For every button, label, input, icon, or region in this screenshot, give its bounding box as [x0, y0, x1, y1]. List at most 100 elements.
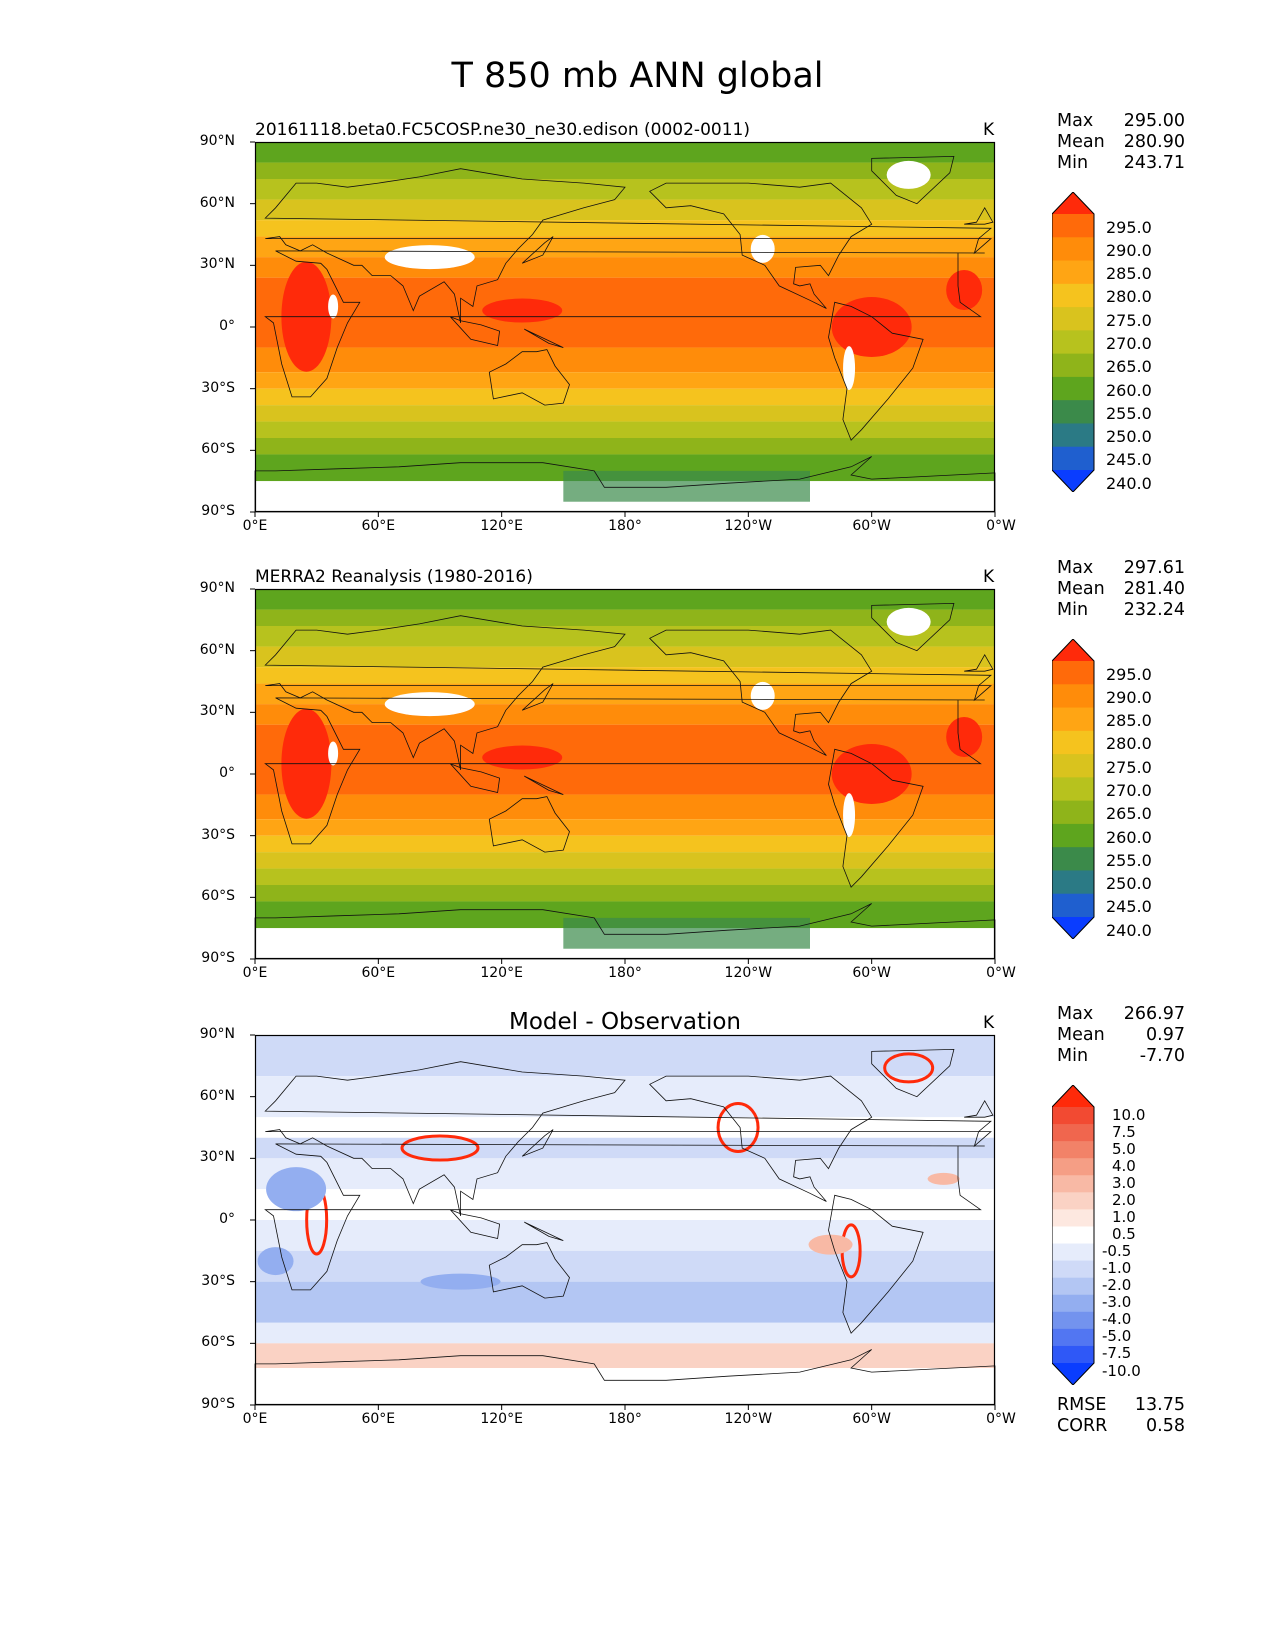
colorbar-label: 4.0: [1112, 1156, 1136, 1175]
stat-max-label: Max: [1057, 558, 1094, 578]
coastline: [649, 1075, 873, 1202]
colorbar-segment: [1052, 847, 1094, 871]
coastline: [521, 683, 554, 711]
panel-1: 20161118.beta0.FC5COSP.ne30_ne30.edison …: [0, 111, 1275, 580]
colorbar-label: -5.0: [1102, 1327, 1132, 1346]
lon-tick-label: 120°E: [480, 518, 523, 534]
map-area: [250, 588, 996, 964]
lat-tick-label: 30°N: [199, 1149, 235, 1166]
lon-tick-label: 60°E: [361, 965, 396, 981]
colorbar-segment: [1052, 307, 1094, 331]
contour-field: [255, 1035, 995, 1405]
rmse-label: RMSE: [1057, 1395, 1107, 1415]
colorbar-label: -0.5: [1102, 1242, 1132, 1261]
lon-tick-label: 60°W: [852, 965, 891, 981]
field-anomaly: [482, 298, 563, 323]
colorbar-label: 245.0: [1106, 897, 1152, 917]
colorbar-segment: [1052, 1260, 1094, 1279]
coastline: [264, 1061, 992, 1216]
map-frame: [254, 1034, 996, 1406]
lat-tick-label: 30°S: [201, 1272, 235, 1289]
lat-tick-label: 90°N: [199, 580, 235, 596]
field-anomaly: [420, 1273, 501, 1290]
colorbar-segment: [1052, 1209, 1094, 1227]
colorbar-segment: [1052, 330, 1094, 355]
lat-tick-label: 60°S: [201, 441, 235, 458]
colorbar-segment: [1052, 283, 1094, 308]
coastline: [450, 1209, 501, 1239]
corr-label: CORR: [1057, 1416, 1108, 1436]
colorbar-segment: [1052, 1243, 1094, 1262]
lat-tick-label: 60°N: [199, 194, 235, 211]
colorbar: [1051, 191, 1102, 493]
lat-tick-label: 0°: [219, 1211, 235, 1227]
colorbar-segment: [1052, 423, 1094, 448]
colorbar-segment: [1052, 1345, 1094, 1364]
coastline: [488, 796, 570, 853]
lon-tick-label: 120°W: [724, 965, 773, 981]
lat-tick-label: 60°N: [199, 641, 235, 658]
field-anomaly: [384, 245, 475, 270]
colorbar-segment: [1052, 730, 1094, 755]
field-anomaly: [328, 294, 339, 319]
colorbar-label: 295.0: [1106, 664, 1152, 684]
colorbar-segment: [1052, 1226, 1094, 1245]
coastline: [964, 1099, 994, 1118]
colorbar-segment: [1052, 1192, 1094, 1210]
panel-2: MERRA2 Reanalysis (1980-2016) K Max 297.61 M…: [0, 558, 1275, 1027]
colorbar-label: -1.0: [1102, 1259, 1132, 1278]
field-anomaly: [843, 793, 856, 838]
coastline: [264, 250, 985, 398]
colorbar-label: 290.0: [1106, 240, 1152, 260]
coastline: [264, 615, 992, 770]
stat-min-value: -7.70: [1139, 1046, 1185, 1066]
colorbar-label: 250.0: [1106, 874, 1152, 894]
colorbar-label: 265.0: [1106, 804, 1152, 824]
coastline: [964, 206, 994, 225]
colorbar-segment: [1052, 1175, 1094, 1193]
colorbar-segment: [1052, 1141, 1094, 1159]
map-area: [250, 1034, 996, 1410]
lon-tick-label: 180°: [608, 1411, 642, 1427]
field-anomaly: [384, 692, 475, 717]
stat-max-value: 297.61: [1123, 558, 1185, 578]
colorbar: [1051, 1084, 1102, 1386]
field-anomaly: [482, 745, 563, 770]
lon-tick-label: 0°W: [986, 965, 1016, 981]
colorbar-label: 260.0: [1106, 827, 1152, 847]
colorbar-label: 280.0: [1106, 734, 1152, 754]
lon-tick-label: 60°E: [361, 1411, 396, 1427]
lat-tick-label: 60°S: [201, 1334, 235, 1351]
colorbar-segment: [1052, 870, 1094, 895]
colorbar-extend-bottom: [1052, 470, 1094, 492]
stat-mean-label: Mean: [1057, 1025, 1105, 1045]
stat-mean-label: Mean: [1057, 132, 1105, 152]
field-anomaly: [831, 297, 912, 357]
colorbar-segment: [1052, 893, 1094, 918]
colorbar-label: 265.0: [1106, 357, 1152, 377]
colorbar-segment: [1052, 1277, 1094, 1296]
lat-tick-label: 0°: [219, 765, 235, 781]
map-svg: [250, 588, 996, 964]
colorbar-label: 1.0: [1112, 1207, 1136, 1226]
lat-tick-label: 90°N: [199, 133, 235, 149]
coastline: [524, 775, 564, 795]
coastline: [649, 182, 873, 309]
panel-title: MERRA2 Reanalysis (1980-2016): [255, 567, 533, 587]
field-anomaly: [843, 346, 856, 391]
map-svg: [250, 1034, 996, 1410]
stat-min-label: Min: [1057, 1046, 1089, 1066]
coastline: [828, 1194, 924, 1334]
coastline: [524, 1221, 564, 1241]
colorbar-label: 285.0: [1106, 711, 1152, 731]
lat-tick-label: 90°N: [199, 1026, 235, 1042]
units-label: K: [983, 567, 995, 587]
colorbar-label: -10.0: [1102, 1361, 1141, 1380]
colorbar-segment: [1052, 446, 1094, 471]
colorbar-label: 270.0: [1106, 781, 1152, 800]
lon-tick-label: 60°W: [852, 1411, 891, 1427]
coastline: [264, 168, 992, 323]
colorbar-label: 255.0: [1106, 850, 1152, 870]
colorbar-label: 240.0: [1106, 920, 1152, 940]
lon-tick-label: 120°W: [724, 518, 773, 534]
